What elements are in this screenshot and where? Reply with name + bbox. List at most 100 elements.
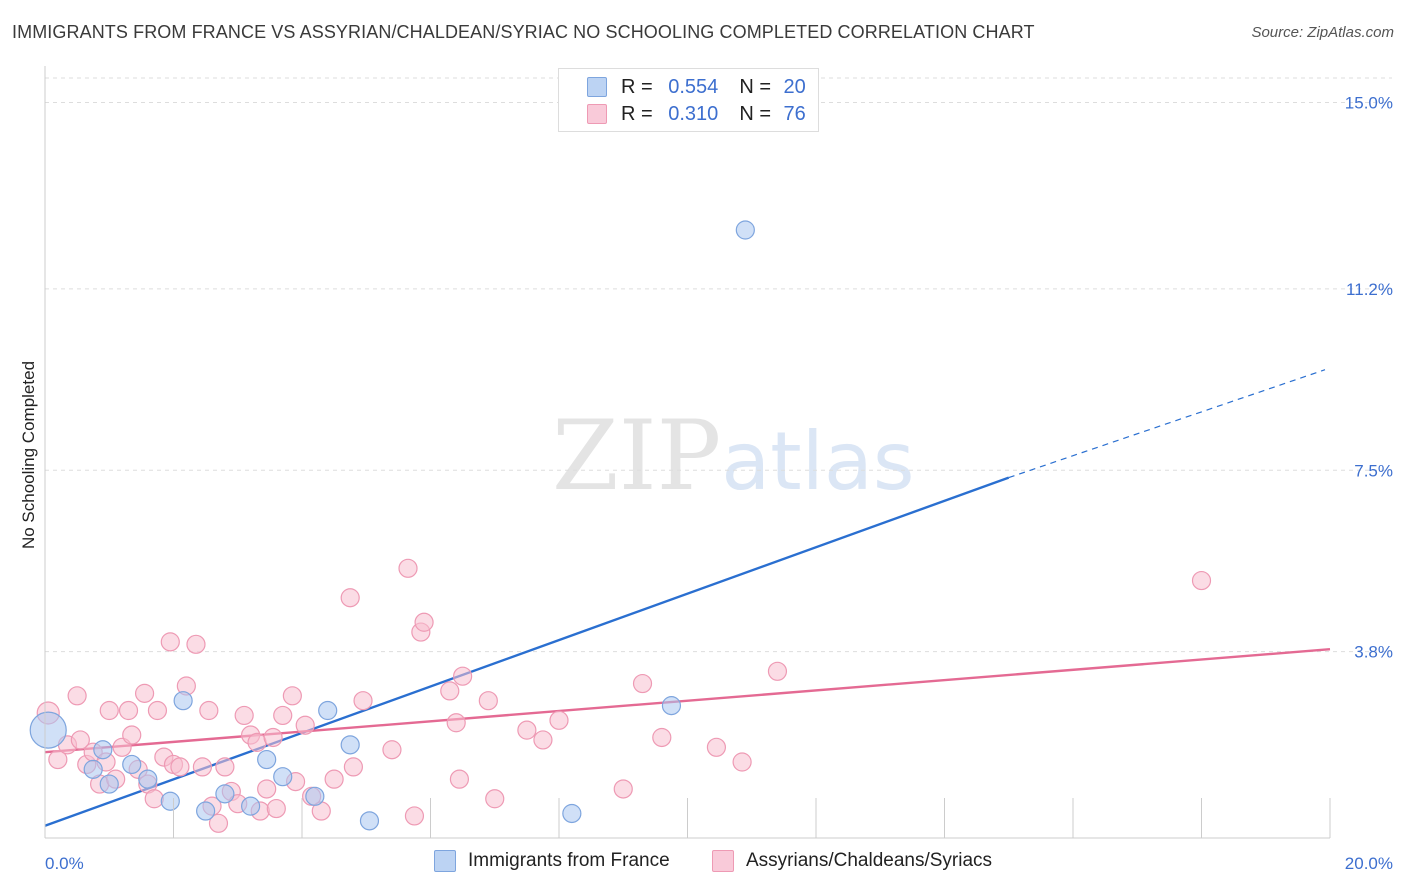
bottom-legend-label-france: Immigrants from France — [468, 850, 670, 871]
assyrian-point — [353, 691, 373, 711]
france-point — [318, 700, 338, 721]
assyrian-point — [1191, 570, 1212, 591]
bottom-legend-swatch-pink — [712, 850, 734, 872]
assyrian-point — [192, 757, 213, 777]
assyrian-point — [440, 681, 460, 701]
assyrian-point — [147, 700, 168, 721]
france-point — [241, 796, 261, 816]
legend-r-label: R = — [621, 102, 653, 125]
assyrian-point — [67, 686, 87, 706]
assyrian-point — [295, 715, 315, 735]
assyrian-point — [215, 757, 235, 777]
legend-row-assyrian: R = 0.310 N = 76 — [587, 101, 813, 127]
france-point — [99, 774, 119, 794]
france-point — [215, 784, 235, 804]
bottom-legend-swatch-blue — [434, 850, 456, 872]
bottom-legend-france: Immigrants from France — [434, 850, 670, 872]
assyrian-point — [208, 813, 229, 833]
y-tick-label: 3.8% — [1354, 643, 1393, 662]
assyrian-point — [247, 732, 267, 752]
france-point — [273, 767, 293, 787]
assyrian-point — [170, 757, 190, 777]
grid — [45, 77, 1392, 653]
assyrian-point — [263, 727, 283, 748]
source-credit: Source: ZipAtlas.com — [1251, 24, 1394, 41]
assyrian-point — [340, 588, 360, 608]
assyrian-point — [99, 700, 119, 721]
france-point — [735, 220, 755, 240]
assyrian-point — [48, 749, 68, 770]
assyrian-point — [70, 730, 90, 750]
assyrian-point — [199, 700, 219, 721]
assyrian-point — [732, 752, 752, 772]
france-point — [83, 759, 103, 779]
assyrian-trend-line — [44, 648, 1331, 754]
y-tick-label: 15.0% — [1345, 94, 1393, 113]
france-point — [661, 696, 682, 716]
axes: 3.8% 7.5% 11.2% 15.0% 0.0% 20.0% — [44, 66, 1393, 873]
assyrian-point — [652, 727, 672, 748]
assyrian-point — [134, 683, 155, 703]
assyrian-point — [485, 789, 505, 809]
assyrian-point — [382, 740, 402, 760]
y-tick-label: 7.5% — [1354, 461, 1393, 480]
legend-n-label: N = — [739, 102, 772, 125]
chart-title: IMMIGRANTS FROM FRANCE VS ASSYRIAN/CHALD… — [12, 22, 1035, 42]
assyrian-point — [144, 789, 164, 809]
watermark-atlas: atlas — [721, 415, 915, 508]
assyrian-point — [404, 806, 425, 826]
assyrian-point — [273, 705, 293, 726]
watermark-zip: ZIP — [552, 400, 722, 512]
assyrian-point — [549, 710, 569, 730]
y-axis-label: No Schooling Completed — [19, 361, 38, 549]
france-point — [173, 691, 193, 711]
y-tick-label: 11.2% — [1346, 280, 1393, 299]
assyrian-point — [446, 713, 466, 733]
france-point — [122, 754, 142, 775]
legend-n-value: 76 — [783, 102, 806, 125]
assyrian-point — [449, 769, 470, 789]
assyrian-point — [478, 691, 498, 711]
assyrian-point — [118, 700, 139, 721]
x-tick-label: 0.0% — [45, 854, 84, 873]
assyrian-point — [767, 661, 788, 681]
legend-r-label: R = — [621, 75, 653, 98]
assyrian-point — [632, 673, 653, 694]
assyrian-point — [343, 757, 363, 777]
france-point — [305, 786, 325, 806]
assyrian-point — [453, 666, 473, 686]
assyrian-point — [414, 612, 434, 632]
bottom-legend-assyrian: Assyrians/Chaldeans/Syriacs — [712, 850, 992, 872]
france-point — [138, 769, 158, 789]
france-point — [196, 801, 216, 821]
france-point — [160, 791, 180, 811]
x-tick-label: 20.0% — [1345, 854, 1393, 873]
assyrian-point — [324, 769, 344, 789]
legend-r-value: 0.554 — [668, 75, 719, 98]
trend-lines — [44, 369, 1331, 827]
france-point — [29, 711, 67, 749]
france-trend-extension — [1008, 369, 1326, 479]
france-point — [93, 740, 113, 760]
assyrian-point — [533, 730, 553, 750]
assyrian-point — [122, 725, 142, 745]
france-point — [257, 749, 277, 770]
france-point — [359, 811, 380, 831]
assyrian-point — [257, 779, 277, 799]
assyrian-point — [706, 737, 727, 757]
legend-n-value: 20 — [783, 75, 806, 98]
assyrian-point — [186, 634, 206, 654]
bottom-legend-label-assyrian: Assyrians/Chaldeans/Syriacs — [746, 850, 993, 871]
france-point — [562, 803, 582, 824]
legend-swatch-blue — [587, 77, 607, 97]
legend-r-value: 0.310 — [668, 102, 719, 125]
assyrian-point — [234, 705, 254, 726]
legend-n-label: N = — [739, 75, 772, 98]
assyrian-point — [517, 720, 537, 740]
assyrian-point — [266, 798, 286, 819]
legend: R = 0.554 N = 20 R = 0.310 N = 76 — [558, 68, 819, 132]
assyrian-point — [613, 779, 633, 799]
assyrian-point — [398, 558, 418, 578]
assyrian-point — [282, 686, 302, 706]
